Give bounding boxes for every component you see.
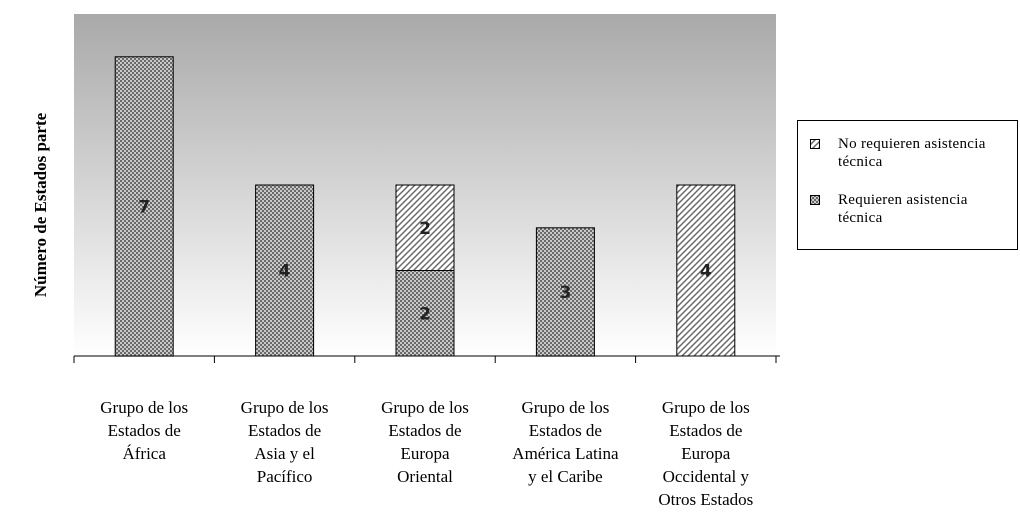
legend-swatch-diagonal: [810, 139, 820, 149]
bar-requieren-3: [535, 227, 595, 357]
legend-label-no-requieren: No requieren asistencia técnica: [838, 136, 986, 170]
x-axis: [73, 355, 780, 363]
category-label-4: Grupo de los Estados de Europa Occidental y…: [658, 398, 753, 509]
y-axis-label: Número de Estados parte: [31, 112, 50, 297]
bar-no-requieren-2: [395, 184, 455, 271]
category-label-1: Grupo de los Estados de Asia y el Pacífico: [241, 398, 329, 486]
data-label-no-requieren-2: 2: [419, 219, 431, 239]
legend-label-requieren: Requieren asistencia técnica: [838, 192, 968, 226]
data-label-requieren-3: 3: [559, 283, 571, 303]
category-label-3: Grupo de los Estados de América Latina y el…: [512, 398, 619, 486]
legend-item-no-requieren: No requieren asistencia técnica: [810, 135, 1008, 171]
data-label-requieren-0: 7: [138, 197, 150, 217]
bar-no-requieren-4: [676, 184, 736, 357]
legend-swatch-crosshatch: [810, 195, 820, 205]
category-label-0: Grupo de los Estados de África: [100, 398, 188, 463]
category-labels: Grupo de los Estados de África Grupo de los…: [100, 398, 753, 509]
bar-requieren-1: [255, 184, 315, 357]
data-label-no-requieren-4: 4: [700, 262, 712, 282]
legend: No requieren asistencia técnica Requiere…: [797, 120, 1018, 250]
data-label-requieren-2: 2: [419, 304, 431, 324]
bar-requieren-0: [114, 56, 174, 357]
bars-group: 7 4 2 2 3 4: [114, 56, 736, 357]
data-label-requieren-1: 4: [279, 262, 291, 282]
category-label-2: Grupo de los Estados de Europa Oriental: [381, 398, 469, 486]
legend-item-requieren: Requieren asistencia técnica: [810, 191, 1008, 227]
